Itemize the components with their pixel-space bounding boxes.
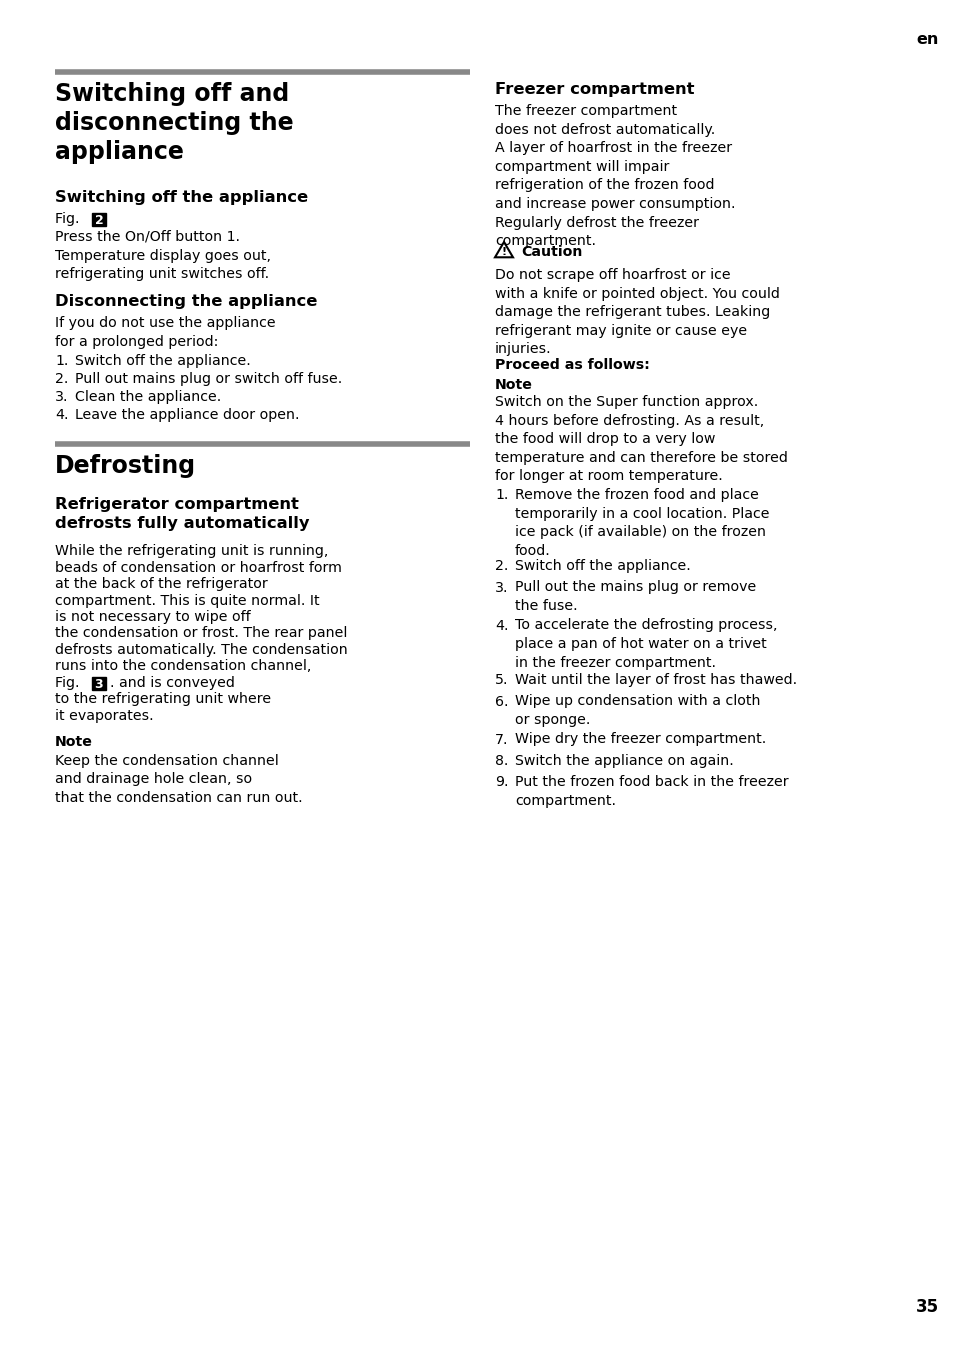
Text: Wipe dry the freezer compartment.: Wipe dry the freezer compartment.: [515, 733, 765, 746]
Text: Put the frozen food back in the freezer
compartment.: Put the frozen food back in the freezer …: [515, 776, 788, 808]
Text: 3.: 3.: [495, 581, 508, 594]
Text: 9.: 9.: [495, 776, 508, 789]
Text: The freezer compartment
does not defrost automatically.
A layer of hoarfrost in : The freezer compartment does not defrost…: [495, 104, 735, 248]
Text: Remove the frozen food and place
temporarily in a cool location. Place
ice pack : Remove the frozen food and place tempora…: [515, 487, 769, 558]
Text: 5.: 5.: [495, 673, 508, 686]
Text: 2.: 2.: [495, 559, 508, 573]
Text: runs into the condensation channel,: runs into the condensation channel,: [55, 659, 311, 673]
Text: While the refrigerating unit is running,: While the refrigerating unit is running,: [55, 544, 328, 558]
Text: defrosts automatically. The condensation: defrosts automatically. The condensation: [55, 643, 348, 657]
Text: Note: Note: [495, 378, 533, 393]
Text: 3.: 3.: [55, 390, 69, 403]
Text: If you do not use the appliance
for a prolonged period:: If you do not use the appliance for a pr…: [55, 315, 275, 348]
Text: Do not scrape off hoarfrost or ice
with a knife or pointed object. You could
dam: Do not scrape off hoarfrost or ice with …: [495, 268, 779, 356]
Text: !: !: [501, 246, 506, 257]
Bar: [91, 677, 106, 691]
Text: Switch on the Super function approx.
4 hours before defrosting. As a result,
the: Switch on the Super function approx. 4 h…: [495, 395, 787, 483]
Text: Switch the appliance on again.: Switch the appliance on again.: [515, 754, 733, 768]
Text: Pull out the mains plug or remove
the fuse.: Pull out the mains plug or remove the fu…: [515, 581, 756, 613]
Text: Fig.: Fig.: [55, 213, 84, 226]
Text: 6.: 6.: [495, 695, 508, 708]
Text: the condensation or frost. The rear panel: the condensation or frost. The rear pane…: [55, 627, 347, 640]
Text: it evaporates.: it evaporates.: [55, 709, 153, 723]
Text: to the refrigerating unit where: to the refrigerating unit where: [55, 692, 271, 707]
Text: Refrigerator compartment
defrosts fully automatically: Refrigerator compartment defrosts fully …: [55, 497, 309, 531]
Text: 2: 2: [94, 214, 103, 227]
Text: Defrosting: Defrosting: [55, 454, 196, 478]
Text: Keep the condensation channel
and drainage hole clean, so
that the condensation : Keep the condensation channel and draina…: [55, 753, 302, 804]
Text: 3: 3: [94, 678, 103, 691]
Text: beads of condensation or hoarfrost form: beads of condensation or hoarfrost form: [55, 561, 341, 574]
Text: Wait until the layer of frost has thawed.: Wait until the layer of frost has thawed…: [515, 673, 797, 686]
Text: Switch off the appliance.: Switch off the appliance.: [515, 559, 690, 573]
Bar: [91, 213, 106, 226]
Text: compartment. This is quite normal. It: compartment. This is quite normal. It: [55, 593, 319, 608]
Text: Switching off the appliance: Switching off the appliance: [55, 190, 308, 204]
Text: Proceed as follows:: Proceed as follows:: [495, 357, 649, 372]
Text: Caution: Caution: [520, 245, 581, 259]
Text: Pull out mains plug or switch off fuse.: Pull out mains plug or switch off fuse.: [75, 372, 342, 386]
Text: Note: Note: [55, 735, 92, 750]
Text: 1.: 1.: [55, 353, 69, 368]
Text: Clean the appliance.: Clean the appliance.: [75, 390, 221, 403]
Text: Press the On/Off button 1.
Temperature display goes out,
refrigerating unit swit: Press the On/Off button 1. Temperature d…: [55, 230, 271, 282]
Text: Freezer compartment: Freezer compartment: [495, 83, 694, 97]
Text: 4.: 4.: [495, 619, 508, 632]
Text: Switch off the appliance.: Switch off the appliance.: [75, 353, 251, 368]
Text: 1.: 1.: [495, 487, 508, 502]
Text: 4.: 4.: [55, 408, 69, 422]
Text: Disconnecting the appliance: Disconnecting the appliance: [55, 294, 317, 309]
Text: 8.: 8.: [495, 754, 508, 768]
Text: 35: 35: [915, 1298, 938, 1316]
Text: at the back of the refrigerator: at the back of the refrigerator: [55, 577, 268, 590]
Text: Fig.: Fig.: [55, 676, 84, 691]
Text: Leave the appliance door open.: Leave the appliance door open.: [75, 408, 299, 422]
Text: Wipe up condensation with a cloth
or sponge.: Wipe up condensation with a cloth or spo…: [515, 695, 760, 727]
Text: is not necessary to wipe off: is not necessary to wipe off: [55, 611, 251, 624]
Text: 7.: 7.: [495, 733, 508, 746]
Text: en: en: [915, 32, 938, 47]
Text: To accelerate the defrosting process,
place a pan of hot water on a trivet
in th: To accelerate the defrosting process, pl…: [515, 619, 777, 670]
Text: Switching off and
disconnecting the
appliance: Switching off and disconnecting the appl…: [55, 83, 294, 164]
Text: 2.: 2.: [55, 372, 69, 386]
Text: . and is conveyed: . and is conveyed: [110, 676, 234, 691]
